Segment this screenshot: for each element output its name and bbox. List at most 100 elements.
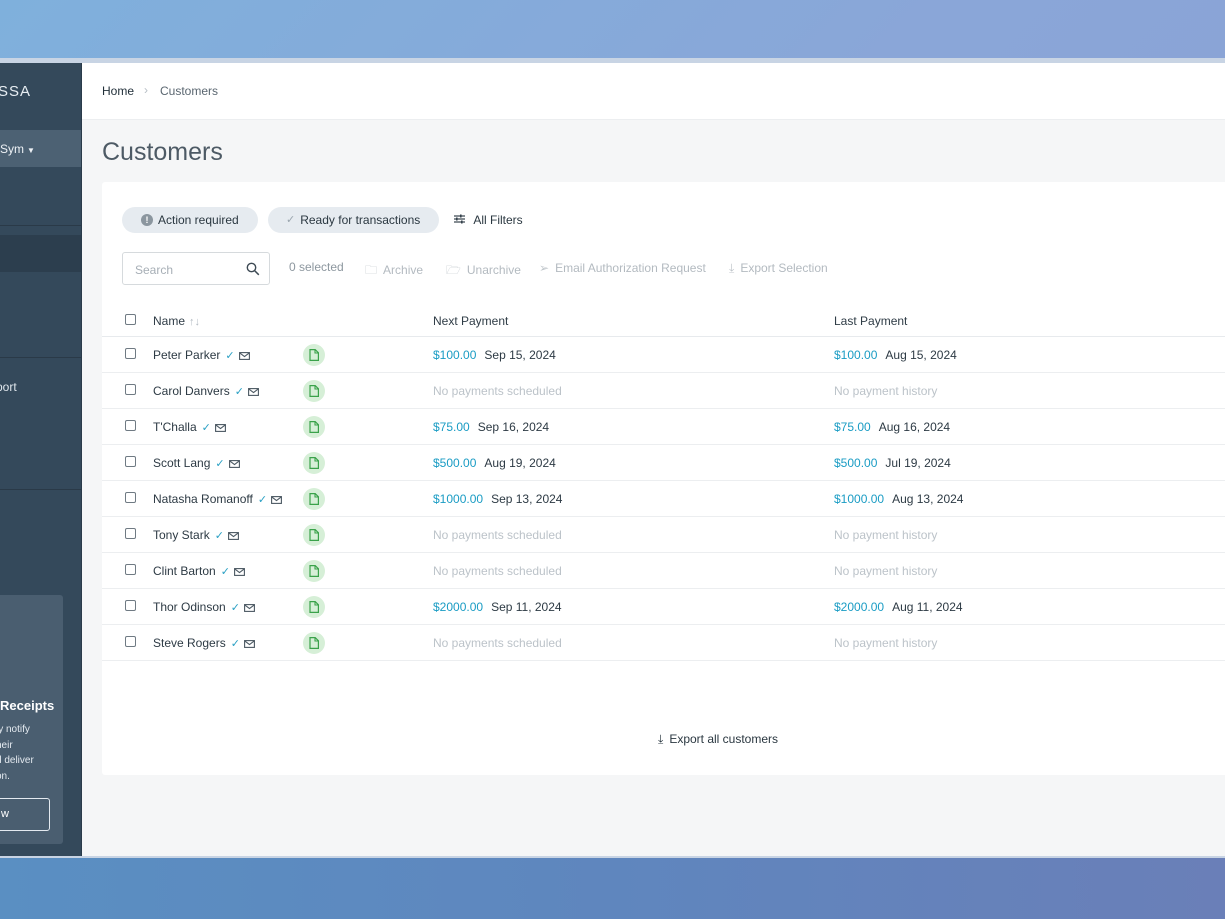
verified-check-icon: ✓ [257,494,268,506]
sidebar-item-support[interactable]: port [0,380,17,394]
last-payment-amount[interactable]: $100.00 [834,348,878,362]
table-row[interactable]: T'Challa ✓ $75.00 Sep 16, 2024 $75.00 Aug 16,… [102,409,1225,445]
last-payment-amount[interactable]: $75.00 [834,420,871,434]
table-row[interactable]: Thor Odinson ✓ $2000.00 Sep 11, 2024 $2000.0… [102,589,1225,625]
folder-open-icon: 🗁 [446,263,461,277]
archive-label: Archive [383,263,424,277]
row-checkbox[interactable] [125,600,136,611]
export-all-customers-button[interactable]: ⤓ Export all customers [658,732,778,747]
document-icon[interactable] [303,380,325,402]
promo-line: d deliver [0,755,34,766]
table-row[interactable]: Natasha Romanoff ✓ $1000.00 Sep 13, 2024 $10… [102,481,1225,517]
promo-button[interactable]: w [0,798,50,831]
verified-check-icon: ✓ [230,602,240,614]
next-payment: $75.00 Sep 16, 2024 [433,420,549,434]
search-input[interactable]: Search [122,252,270,285]
sidebar-item-active[interactable] [0,235,81,272]
customer-name[interactable]: T'Challa [153,420,197,434]
row-checkbox[interactable] [125,564,136,575]
last-payment-amount[interactable]: $1000.00 [834,492,885,506]
customer-name[interactable]: Carol Danvers [153,384,230,398]
archive-button[interactable]: 🗀 Archive [365,261,423,282]
filter-action-required[interactable]: ! Action required [122,207,258,233]
mail-icon[interactable] [233,565,245,579]
next-payment-date: Sep 15, 2024 [484,348,556,362]
next-payment-amount[interactable]: $100.00 [433,348,477,362]
mail-icon[interactable] [243,601,255,615]
email-authorization-label: Email Authorization Request [555,261,706,275]
customers-panel: ! Action required ✓ Ready for transactions… [102,182,1225,775]
document-icon[interactable] [303,596,325,618]
table-row[interactable]: Steve Rogers ✓ No payments scheduled No pay… [102,625,1225,661]
mail-icon[interactable] [243,637,255,651]
row-checkbox[interactable] [125,420,136,431]
document-icon[interactable] [303,524,325,546]
verified-check-icon: ✓ [225,350,235,362]
column-name-label: Name [153,314,186,328]
row-checkbox[interactable] [125,528,136,539]
next-payment-amount[interactable]: $500.00 [433,456,477,470]
document-icon[interactable] [303,452,325,474]
all-filters-label: All Filters [473,213,523,227]
last-payment-amount[interactable]: $2000.00 [834,600,885,614]
next-payment-amount[interactable]: $1000.00 [433,492,484,506]
table-row[interactable]: Carol Danvers ✓ No payments scheduled No pa… [102,373,1225,409]
last-payment-empty: No payment history [834,384,938,398]
document-icon[interactable] [303,344,325,366]
table-row[interactable]: Clint Barton ✓ No payments scheduled No pay… [102,553,1225,589]
all-filters-button[interactable]: All Filters [454,213,523,227]
customer-name[interactable]: Steve Rogers [153,636,226,650]
document-icon[interactable] [303,488,325,510]
download-icon: ⤓ [729,261,735,275]
document-icon[interactable] [303,560,325,582]
customer-name-cell: Thor Odinson ✓ [153,600,255,615]
row-checkbox[interactable] [125,456,136,467]
table-row[interactable]: Peter Parker ✓ $100.00 Sep 15, 2024 $100.00 A… [102,337,1225,373]
mail-icon[interactable] [247,385,259,399]
next-payment-date: Sep 11, 2024 [491,600,562,614]
unarchive-button[interactable]: 🗁 Unarchive [446,261,521,282]
export-selection-label: Export Selection [740,261,828,275]
desktop-bottom-band [0,856,1225,919]
row-checkbox[interactable] [125,384,136,395]
row-checkbox[interactable] [125,348,136,359]
last-payment-amount[interactable]: $500.00 [834,456,878,470]
breadcrumb-home[interactable]: Home [102,84,135,98]
next-payment: $100.00 Sep 15, 2024 [433,348,556,362]
mail-icon[interactable] [227,529,239,543]
export-selection-button[interactable]: ⤓ Export Selection [729,261,828,276]
customer-name[interactable]: Scott Lang [153,456,211,470]
alert-icon: ! [141,213,153,226]
customer-name[interactable]: Clint Barton [153,564,216,578]
next-payment-amount[interactable]: $75.00 [433,420,470,434]
table-row[interactable]: Tony Stark ✓ No payments scheduled No payme… [102,517,1225,553]
last-payment-date: Jul 19, 2024 [885,456,951,470]
org-switcher[interactable]: Sym ▼ [0,130,81,167]
table-row[interactable]: Scott Lang ✓ $500.00 Aug 19, 2024 $500.00 Jul… [102,445,1225,481]
filter-ready-for-transactions[interactable]: ✓ Ready for transactions [268,207,439,233]
customer-name[interactable]: Natasha Romanoff [153,492,253,506]
last-payment-date: Aug 13, 2024 [892,492,964,506]
mail-icon[interactable] [228,457,240,471]
email-authorization-button[interactable]: ➢ Email Authorization Request [539,261,706,275]
export-all-label: Export all customers [669,732,779,746]
column-next-payment: Next Payment [433,314,509,328]
next-payment-amount[interactable]: $2000.00 [433,600,484,614]
customer-name-cell: T'Challa ✓ [153,420,226,435]
customer-name[interactable]: Peter Parker [153,348,221,362]
next-payment-date: Sep 16, 2024 [477,420,550,434]
promo-line: heir [0,739,13,751]
row-checkbox[interactable] [125,492,136,503]
sort-icon[interactable]: ↑↓ [189,316,201,328]
document-icon[interactable] [303,632,325,654]
column-name[interactable]: Name ↑↓ [153,314,200,328]
unarchive-label: Unarchive [466,263,521,277]
select-all-checkbox[interactable] [125,314,136,325]
customer-name[interactable]: Tony Stark [153,528,210,542]
mail-icon[interactable] [238,349,250,363]
mail-icon[interactable] [214,421,226,435]
document-icon[interactable] [303,416,325,438]
mail-icon[interactable] [271,493,283,507]
customer-name[interactable]: Thor Odinson [153,600,226,614]
row-checkbox[interactable] [125,636,136,647]
